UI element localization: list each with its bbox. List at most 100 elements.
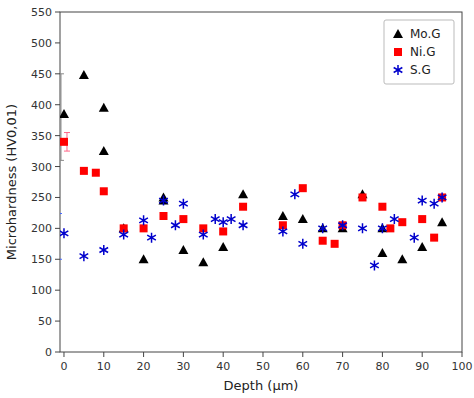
x-tick — [143, 352, 144, 357]
x-tick-label: 10 — [97, 360, 111, 373]
y-tick — [55, 166, 60, 167]
y-tick-label: 500 — [31, 37, 52, 50]
point — [437, 217, 447, 226]
point — [377, 248, 387, 257]
point — [199, 230, 208, 240]
point — [377, 223, 387, 232]
point — [171, 220, 180, 230]
point — [318, 223, 328, 232]
legend: Mo.G Ni.G S.G — [384, 20, 454, 84]
point — [178, 245, 188, 254]
point — [80, 251, 89, 261]
point — [219, 227, 227, 235]
point — [227, 214, 236, 224]
y-tick — [55, 259, 60, 260]
y-tick-label: 150 — [31, 253, 52, 266]
x-tick — [223, 352, 224, 357]
point — [99, 103, 109, 112]
point — [119, 230, 128, 240]
y-tick — [55, 104, 60, 105]
y-tick-label: 350 — [31, 130, 52, 143]
x-tick-label: 40 — [216, 360, 230, 373]
point — [99, 146, 109, 155]
point — [338, 220, 347, 230]
point — [410, 233, 419, 243]
point — [211, 214, 220, 224]
point — [298, 214, 308, 223]
y-tick-label: 450 — [31, 68, 52, 81]
x-tick — [462, 352, 463, 357]
point — [179, 199, 188, 209]
y-tick-label: 250 — [31, 191, 52, 204]
point — [398, 218, 406, 226]
x-tick — [302, 352, 303, 357]
point — [331, 240, 339, 248]
y-tick-label: 550 — [31, 6, 52, 19]
point — [100, 187, 108, 195]
point — [218, 242, 228, 251]
legend-marker — [394, 48, 402, 56]
x-tick-label: 100 — [452, 360, 473, 373]
point — [319, 237, 327, 245]
point — [60, 138, 68, 146]
y-tick — [55, 135, 60, 136]
point — [79, 70, 89, 79]
point — [60, 109, 69, 118]
point — [158, 196, 168, 205]
y-tick — [55, 290, 60, 291]
point — [438, 192, 447, 202]
point — [417, 242, 427, 251]
y-tick — [55, 197, 60, 198]
y-tick-label: 200 — [31, 222, 52, 235]
legend-marker — [393, 29, 403, 38]
x-tick-label: 60 — [296, 360, 310, 373]
series-1 — [60, 138, 446, 248]
point — [159, 196, 168, 206]
legend-marker — [394, 65, 403, 75]
legend-label: S.G — [410, 63, 431, 77]
point — [140, 224, 148, 232]
x-tick — [103, 352, 104, 357]
point — [418, 215, 426, 223]
point — [198, 257, 208, 266]
x-tick-label: 80 — [375, 360, 389, 373]
point — [370, 260, 379, 270]
point — [278, 211, 288, 220]
plot-area — [60, 70, 447, 270]
y-tick-label: 100 — [31, 284, 52, 297]
point — [139, 215, 148, 225]
y-tick-label: 0 — [45, 346, 52, 359]
point — [239, 220, 248, 230]
point — [358, 223, 367, 233]
point — [159, 212, 167, 220]
point — [390, 214, 399, 224]
x-tick-label: 50 — [256, 360, 270, 373]
point — [378, 203, 386, 211]
legend-label: Ni.G — [410, 45, 435, 59]
y-tick — [55, 228, 60, 229]
point — [318, 223, 327, 233]
x-tick-label: 0 — [60, 360, 67, 373]
legend-label: Mo.G — [410, 27, 441, 41]
point — [99, 245, 108, 255]
point — [92, 169, 100, 177]
point — [219, 217, 228, 227]
series-0 — [60, 70, 447, 266]
x-tick — [262, 352, 263, 357]
series-2 — [60, 189, 446, 270]
point — [60, 228, 68, 238]
error-bar — [60, 214, 62, 260]
point — [298, 239, 307, 249]
y-tick-label: 300 — [31, 161, 52, 174]
point — [238, 189, 248, 198]
x-tick-label: 90 — [415, 360, 429, 373]
y-tick-label: 400 — [31, 99, 52, 112]
chart: 0102030405060708090100050100150200250300… — [0, 0, 474, 398]
point — [339, 221, 347, 229]
point — [438, 193, 446, 201]
y-tick-label: 50 — [38, 315, 52, 328]
point — [291, 189, 300, 199]
y-tick — [55, 352, 60, 353]
x-tick — [342, 352, 343, 357]
y-tick — [55, 12, 60, 13]
